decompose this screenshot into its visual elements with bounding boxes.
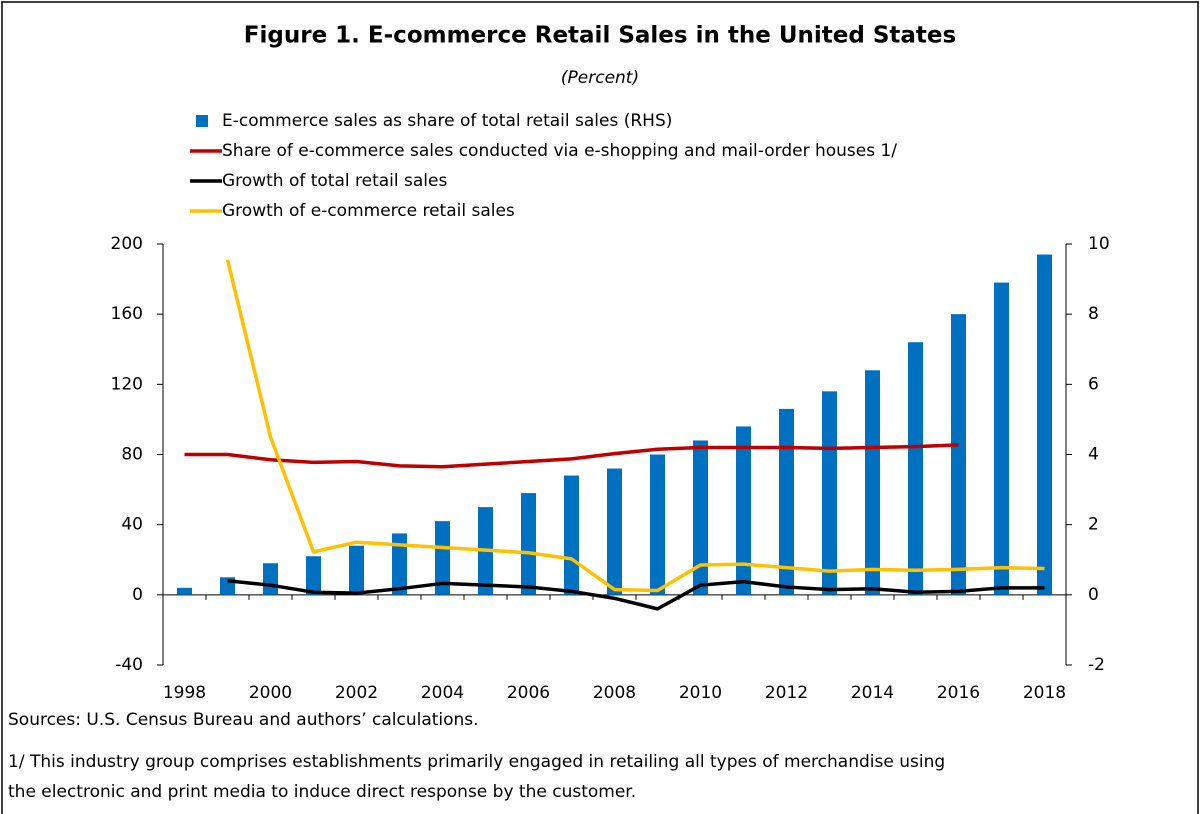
y2-tick-label: 8 bbox=[1088, 304, 1099, 324]
line bbox=[225, 259, 1045, 593]
x-tick-label: 2010 bbox=[679, 683, 722, 703]
y2-tick-label: 6 bbox=[1088, 374, 1099, 394]
bar bbox=[865, 370, 880, 595]
y2-tick-label: 4 bbox=[1088, 445, 1099, 465]
x-tick-label: 2008 bbox=[593, 683, 636, 703]
x-tick-label: 2012 bbox=[765, 683, 808, 703]
bar bbox=[650, 454, 665, 595]
y-tick-label: -40 bbox=[115, 655, 143, 675]
y2-tick-label: 10 bbox=[1088, 234, 1110, 254]
x-tick-label: 2014 bbox=[851, 683, 894, 703]
line bbox=[227, 579, 1045, 611]
note: Sources: U.S. Census Bureau and authors’… bbox=[8, 710, 479, 730]
bar bbox=[693, 440, 708, 595]
y2-tick-label: 2 bbox=[1088, 515, 1099, 535]
bar bbox=[994, 282, 1009, 595]
bar bbox=[435, 521, 450, 595]
bar bbox=[349, 545, 364, 595]
x-tick-label: 2000 bbox=[249, 683, 292, 703]
legend-marker bbox=[196, 115, 208, 127]
bar bbox=[736, 426, 751, 595]
y-tick-label: 120 bbox=[111, 374, 143, 394]
bar bbox=[607, 468, 622, 595]
y-tick-label: 160 bbox=[111, 304, 143, 324]
bar bbox=[779, 408, 794, 595]
line bbox=[184, 443, 959, 469]
bar bbox=[822, 391, 837, 595]
bar bbox=[521, 493, 536, 595]
x-tick-label: 2006 bbox=[507, 683, 550, 703]
y2-tick-label: -2 bbox=[1088, 655, 1105, 675]
bar bbox=[908, 342, 923, 595]
bar bbox=[263, 563, 278, 595]
chart-title: Figure 1. E-commerce Retail Sales in the… bbox=[244, 23, 956, 49]
chart-subtitle: (Percent) bbox=[561, 68, 639, 88]
x-tick-label: 2004 bbox=[421, 683, 464, 703]
legend-label: Share of e-commerce sales conducted via … bbox=[222, 141, 897, 161]
bar bbox=[951, 314, 966, 595]
y2-tick-label: 0 bbox=[1088, 585, 1099, 605]
note: 1/ This industry group comprises establi… bbox=[8, 752, 945, 772]
bar bbox=[392, 533, 407, 595]
note: the electronic and print media to induce… bbox=[8, 782, 636, 802]
bar bbox=[1037, 254, 1052, 595]
x-tick-label: 1998 bbox=[163, 683, 206, 703]
legend-label: Growth of total retail sales bbox=[222, 171, 447, 191]
legend-label: Growth of e-commerce retail sales bbox=[222, 201, 515, 221]
x-tick-label: 2002 bbox=[335, 683, 378, 703]
y-tick-label: 40 bbox=[121, 515, 143, 535]
y-tick-label: 80 bbox=[121, 445, 143, 465]
x-tick-label: 2016 bbox=[937, 683, 980, 703]
x-tick-label: 2018 bbox=[1023, 683, 1066, 703]
y-tick-label: 0 bbox=[132, 585, 143, 605]
y-tick-label: 200 bbox=[111, 234, 143, 254]
legend-label: E-commerce sales as share of total retai… bbox=[222, 111, 672, 131]
bar bbox=[564, 475, 579, 595]
bar bbox=[177, 587, 192, 595]
bar bbox=[306, 556, 321, 595]
